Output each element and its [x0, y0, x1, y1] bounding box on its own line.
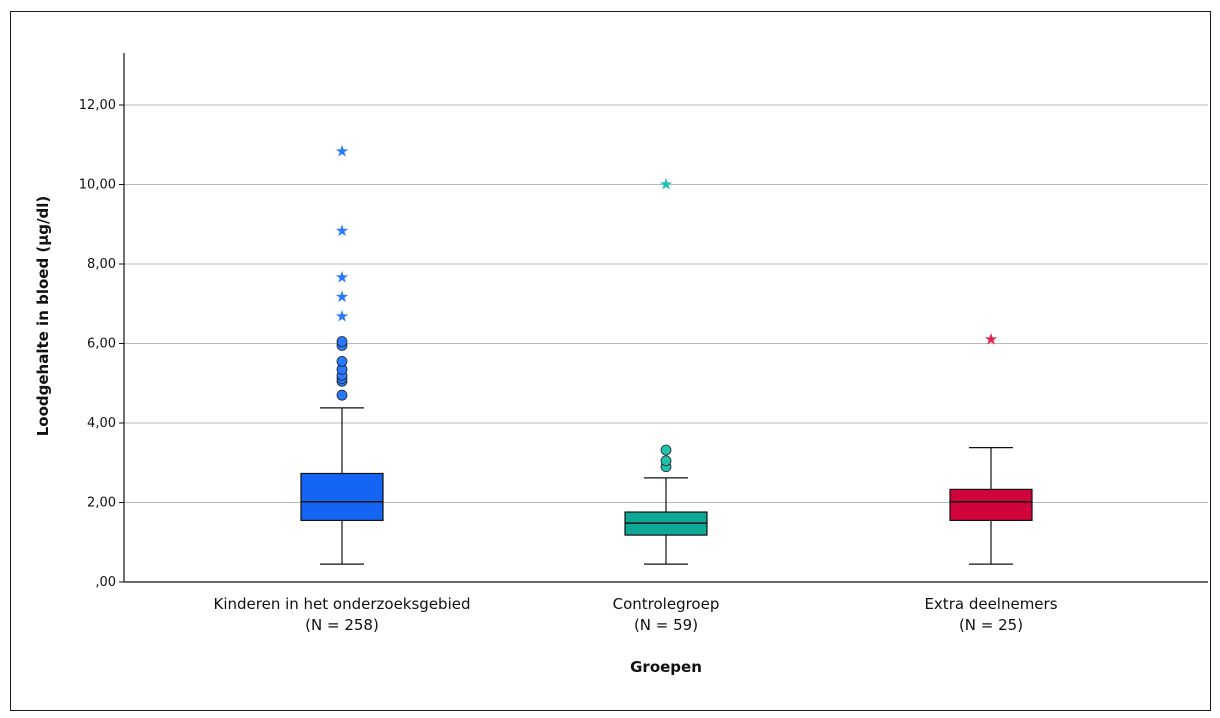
box-group: ★ — [624, 175, 708, 565]
iqr-box — [300, 472, 384, 521]
y-tick-label: 6,00 — [87, 337, 116, 352]
extreme-point: ★ — [335, 268, 349, 287]
category-n-label: (N = 258) — [305, 616, 379, 634]
category-labels: Kinderen in het onderzoeksgebied (N = 258… — [214, 595, 1058, 634]
extreme-point: ★ — [335, 287, 349, 306]
extreme-point: ★ — [984, 330, 998, 349]
x-axis-label: Groepen — [630, 658, 702, 676]
outlier-point — [660, 455, 672, 467]
y-tick-labels: ,00 2,00 4,00 6,00 8,00 10,00 12,00 — [79, 98, 116, 590]
y-axis — [123, 53, 1208, 583]
outlier-point — [336, 336, 348, 347]
y-axis-label: Loodgehalte in bloed (µg/dl) — [34, 196, 52, 437]
outlier-point — [336, 355, 348, 367]
extreme-point: ★ — [659, 175, 673, 194]
category-label: Controlegroep — [613, 595, 720, 613]
y-tick-label: 8,00 — [87, 257, 116, 272]
y-tick-label: 4,00 — [87, 416, 116, 431]
chart-frame — [10, 11, 1211, 711]
box-group: ★★★★★ — [300, 142, 384, 565]
extreme-point: ★ — [335, 221, 349, 240]
y-tick-label: 12,00 — [79, 98, 116, 113]
category-n-label: (N = 25) — [959, 616, 1023, 634]
category-label: Kinderen in het onderzoeksgebied — [214, 595, 471, 613]
extreme-point: ★ — [335, 307, 349, 326]
boxes: ★★★★★★★ — [300, 142, 1033, 565]
category-n-label: (N = 59) — [634, 616, 698, 634]
outlier-point — [336, 389, 348, 401]
category-label: Extra deelnemers — [924, 595, 1057, 613]
y-tick-label: 10,00 — [79, 178, 116, 193]
y-tick-label: ,00 — [95, 575, 116, 590]
box-group: ★ — [949, 330, 1033, 565]
outlier-point — [660, 444, 672, 456]
extreme-point: ★ — [335, 142, 349, 161]
y-tick-label: 2,00 — [87, 496, 116, 511]
iqr-box — [949, 488, 1033, 521]
